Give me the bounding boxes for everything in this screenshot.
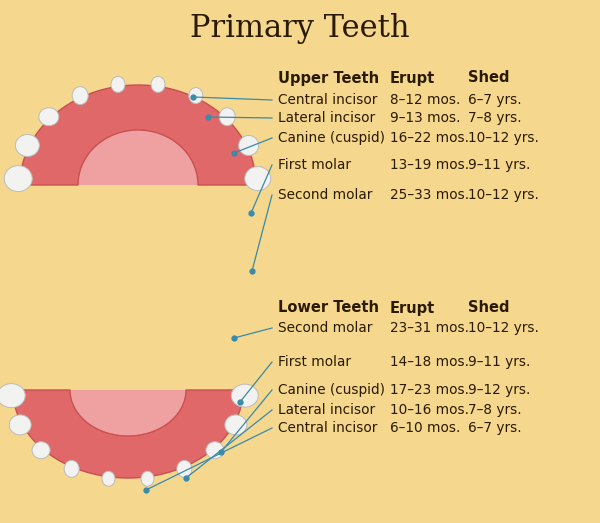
Ellipse shape <box>72 87 88 105</box>
Polygon shape <box>78 130 198 185</box>
Text: 10–12 yrs.: 10–12 yrs. <box>468 188 539 202</box>
Text: 6–7 yrs.: 6–7 yrs. <box>468 421 521 435</box>
Text: 7–8 yrs.: 7–8 yrs. <box>468 403 521 417</box>
Text: Lateral incisor: Lateral incisor <box>278 111 375 125</box>
Text: Erupt: Erupt <box>390 71 435 85</box>
Text: First molar: First molar <box>278 355 351 369</box>
Text: Canine (cuspid): Canine (cuspid) <box>278 131 385 145</box>
Text: 8–12 mos.: 8–12 mos. <box>390 93 460 107</box>
Text: 17–23 mos.: 17–23 mos. <box>390 383 469 397</box>
Text: Primary Teeth: Primary Teeth <box>190 13 410 43</box>
Ellipse shape <box>231 384 258 407</box>
Text: 9–11 yrs.: 9–11 yrs. <box>468 355 530 369</box>
Ellipse shape <box>151 76 165 93</box>
Text: 9–11 yrs.: 9–11 yrs. <box>468 158 530 172</box>
Text: Second molar: Second molar <box>278 321 373 335</box>
Ellipse shape <box>245 167 271 190</box>
Polygon shape <box>70 390 186 436</box>
Text: 23–31 mos.: 23–31 mos. <box>390 321 469 335</box>
Text: 10–12 yrs.: 10–12 yrs. <box>468 131 539 145</box>
Ellipse shape <box>102 471 115 486</box>
Text: 10–16 mos.: 10–16 mos. <box>390 403 469 417</box>
Ellipse shape <box>32 442 50 459</box>
Text: 10–12 yrs.: 10–12 yrs. <box>468 321 539 335</box>
Text: Shed: Shed <box>468 301 509 315</box>
Text: 9–12 yrs.: 9–12 yrs. <box>468 383 530 397</box>
Text: Central incisor: Central incisor <box>278 93 377 107</box>
Ellipse shape <box>206 442 224 459</box>
Ellipse shape <box>16 134 40 156</box>
Text: Canine (cuspid): Canine (cuspid) <box>278 383 385 397</box>
Text: 9–13 mos.: 9–13 mos. <box>390 111 461 125</box>
Text: 16–22 mos.: 16–22 mos. <box>390 131 469 145</box>
Text: 6–7 yrs.: 6–7 yrs. <box>468 93 521 107</box>
Text: Shed: Shed <box>468 71 509 85</box>
Ellipse shape <box>111 76 125 93</box>
Ellipse shape <box>239 135 259 155</box>
Text: Erupt: Erupt <box>390 301 435 315</box>
Text: Lateral incisor: Lateral incisor <box>278 403 375 417</box>
Ellipse shape <box>4 166 32 191</box>
Ellipse shape <box>141 471 154 486</box>
Text: Second molar: Second molar <box>278 188 373 202</box>
Polygon shape <box>20 85 256 185</box>
Text: 14–18 mos.: 14–18 mos. <box>390 355 469 369</box>
Text: First molar: First molar <box>278 158 351 172</box>
Polygon shape <box>13 390 243 478</box>
Ellipse shape <box>0 384 25 407</box>
Ellipse shape <box>225 415 247 435</box>
Text: 7–8 yrs.: 7–8 yrs. <box>468 111 521 125</box>
Text: Central incisor: Central incisor <box>278 421 377 435</box>
Text: 6–10 mos.: 6–10 mos. <box>390 421 460 435</box>
Text: 13–19 mos.: 13–19 mos. <box>390 158 469 172</box>
Ellipse shape <box>177 460 192 477</box>
Ellipse shape <box>189 88 203 104</box>
Text: Lower Teeth: Lower Teeth <box>278 301 379 315</box>
Text: 25–33 mos.: 25–33 mos. <box>390 188 469 202</box>
Text: Upper Teeth: Upper Teeth <box>278 71 379 85</box>
Ellipse shape <box>9 415 31 435</box>
Ellipse shape <box>39 108 59 126</box>
Ellipse shape <box>219 108 235 126</box>
Ellipse shape <box>64 460 79 477</box>
